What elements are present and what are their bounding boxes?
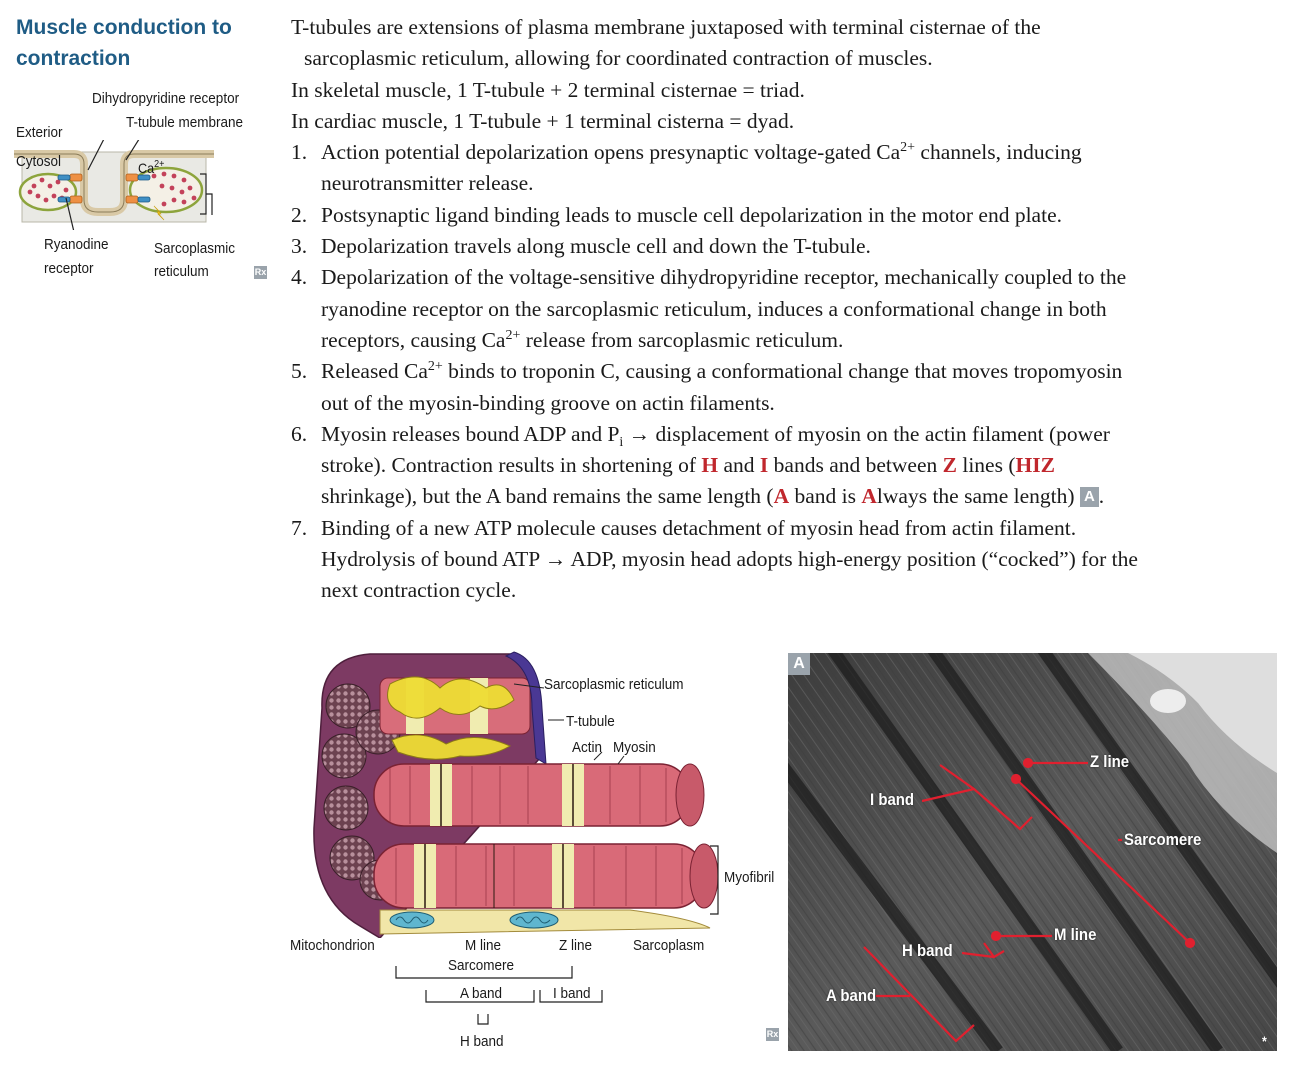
z-line-label: Z line	[559, 937, 593, 954]
ryanodine-label-1: Ryanodine	[44, 236, 109, 253]
section-title: Muscle conduction to contraction	[16, 12, 276, 74]
band-brackets	[395, 966, 603, 1025]
rx-icon: Rx	[766, 1028, 779, 1041]
step-3: 3. Depolarization travels along muscle c…	[291, 231, 1281, 262]
step-text: .	[1098, 484, 1105, 509]
figure-a-ref-badge[interactable]: A	[1079, 487, 1099, 508]
step-4: 4. Depolarization of the voltage-sensiti…	[291, 262, 1281, 356]
step-2: 2. Postsynaptic ligand binding leads to …	[291, 200, 1281, 231]
step-number: 6.	[291, 421, 308, 446]
step-text: and	[718, 453, 760, 478]
step-number: 4.	[291, 265, 308, 290]
intro-line-1: T-tubules are extensions of plasma membr…	[291, 15, 1041, 39]
step-1: 1. Action potential depolarization opens…	[291, 137, 1281, 200]
panel-letter-a: A	[788, 653, 810, 675]
step-text: Action potential depolarization opens pr…	[321, 140, 901, 165]
step-number: 3.	[291, 234, 308, 259]
step-number: 1.	[291, 140, 308, 165]
step-text: shrinkage), but the A band remains the s…	[321, 484, 774, 509]
ryanodine-label-2: receptor	[44, 260, 94, 277]
em-h-band-label: H band	[902, 941, 953, 960]
step-text: Released Ca	[321, 359, 428, 384]
step-text: channels, inducing	[915, 140, 1082, 165]
step-text: stroke). Contraction results in shorteni…	[321, 453, 702, 478]
step-text: bands and between	[768, 453, 943, 478]
step-text: next contraction cycle.	[321, 578, 517, 603]
highlight-z: Z	[942, 453, 957, 478]
step-7: 7. Binding of a new ATP molecule causes …	[291, 513, 1281, 607]
steps-list: 1. Action potential depolarization opens…	[291, 137, 1281, 606]
cytosol-label: Cytosol	[16, 153, 62, 170]
em-a-band-label: A band	[826, 986, 877, 1005]
step-text: release from sarcoplasmic reticulum.	[520, 327, 844, 352]
step-6: 6. Myosin releases bound ADP and Pi → di…	[291, 419, 1281, 513]
step-text: Binding of a new ATP molecule causes det…	[321, 515, 1077, 540]
actin-label: Actin	[572, 739, 603, 756]
exterior-label: Exterior	[16, 124, 63, 141]
intro-line-1-cont: sarcoplasmic reticulum, allowing for coo…	[304, 46, 933, 71]
step-text: Myosin releases bound ADP and P	[321, 421, 620, 446]
sarcoplasmic-label-2: reticulum	[154, 263, 209, 280]
intro-line-3: In cardiac muscle, 1 T-tubule + 1 termin…	[291, 108, 795, 133]
t-tubule-label: T-tubule	[566, 713, 615, 730]
sarcoplasm-label: Sarcoplasm	[633, 937, 705, 954]
sarcoplasmic-reticulum-label: Sarcoplasmic reticulum	[544, 676, 684, 693]
step-text: Depolarization of the voltage-sensitive …	[321, 265, 1127, 290]
triad-illustration	[14, 140, 214, 230]
myofibril-label: Myofibril	[724, 869, 775, 886]
intro-line-2: In skeletal muscle, 1 T-tubule + 2 termi…	[291, 77, 805, 102]
highlight-a: A	[861, 484, 877, 509]
step-text: Hydrolysis of bound ATP → ADP, myosin he…	[321, 547, 1138, 572]
step-text: lines (	[956, 453, 1016, 478]
em-i-band-label: I band	[870, 790, 915, 809]
calcium-label: Ca2+	[138, 159, 164, 177]
body-text: T-tubules are extensions of plasma membr…	[291, 12, 1281, 607]
muscle-fiber-illustration	[313, 651, 719, 938]
highlight-hiz: HIZ	[1015, 453, 1055, 478]
h-band-label: H band	[460, 1033, 504, 1050]
step-text: Postsynaptic ligand binding leads to mus…	[321, 202, 1062, 227]
step-5: 5. Released Ca2+ binds to troponin C, ca…	[291, 356, 1281, 419]
a-band-label: A band	[460, 985, 503, 1002]
mitochondrion-label: Mitochondrion	[290, 937, 375, 954]
i-band-label: I band	[553, 985, 591, 1002]
highlight-i: I	[759, 453, 769, 478]
step-text: → displacement of myosin on the actin fi…	[623, 421, 1110, 446]
em-sarcomere-label: Sarcomere	[1124, 830, 1202, 849]
step-text: out of the myosin-binding groove on acti…	[321, 390, 775, 415]
superscript: 2+	[900, 140, 916, 156]
step-text: neurotransmitter release.	[321, 171, 534, 196]
step-text: Depolarization travels along muscle cell…	[321, 234, 871, 259]
step-number: 7.	[291, 515, 308, 540]
calcium-charge: 2+	[154, 159, 165, 170]
sarcomere-label: Sarcomere	[448, 957, 515, 974]
highlight-a: A	[773, 484, 790, 509]
rx-icon: Rx	[254, 266, 267, 279]
highlight-h: H	[701, 453, 719, 478]
t-tubule-membrane-label: T-tubule membrane	[126, 114, 244, 131]
section-title-line2: contraction	[16, 47, 131, 70]
superscript: 2+	[427, 359, 443, 375]
calcium-symbol: Ca	[138, 160, 155, 176]
step-text: band is	[789, 484, 862, 509]
m-line-label: M line	[465, 937, 502, 954]
sarcoplasmic-label-1: Sarcoplasmic	[154, 240, 236, 257]
superscript: 2+	[505, 327, 521, 343]
step-text: ryanodine receptor on the sarcoplasmic r…	[321, 296, 1107, 321]
micrograph-image	[788, 653, 1277, 1051]
electron-micrograph: A Z line I band Sarcomere M line H band …	[788, 653, 1277, 1051]
subscript: i	[619, 434, 624, 450]
step-number: 2.	[291, 202, 308, 227]
step-text: lways the same length)	[876, 484, 1080, 509]
section-title-line1: Muscle conduction to	[16, 16, 232, 39]
step-number: 5.	[291, 359, 308, 384]
em-m-line-label: M line	[1054, 925, 1097, 944]
dihydropyridine-label: Dihydropyridine receptor	[92, 90, 240, 107]
step-text: binds to troponin C, causing a conformat…	[442, 359, 1123, 384]
myosin-label: Myosin	[613, 739, 656, 756]
step-text: receptors, causing Ca	[321, 327, 506, 352]
em-z-line-label: Z line	[1090, 752, 1130, 771]
corner-asterisk: *	[1262, 1033, 1267, 1049]
